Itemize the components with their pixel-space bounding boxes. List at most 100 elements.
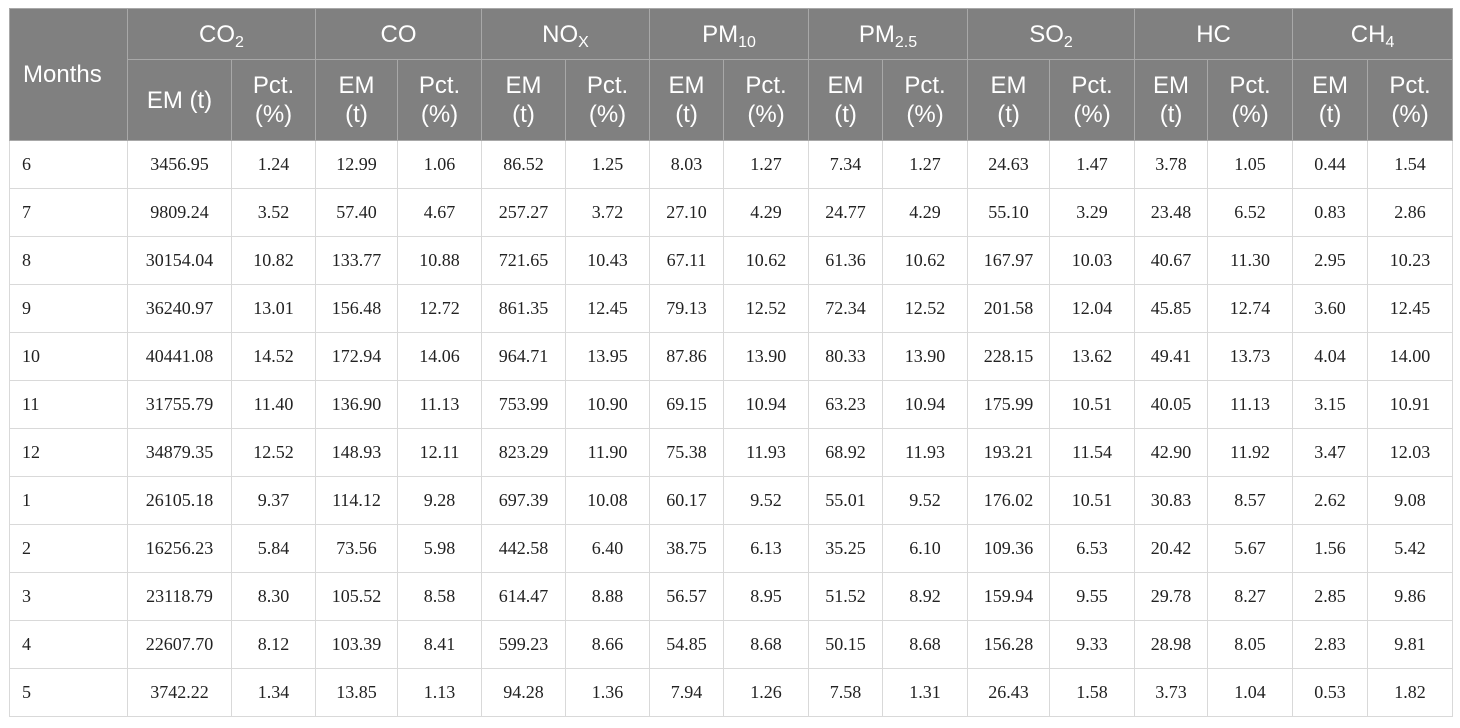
emission-value-cell: 148.93 (315, 428, 398, 477)
emission-value-cell: 79.13 (649, 284, 725, 333)
emission-value-cell: 167.97 (967, 236, 1051, 285)
emissions-table-container: Months CO2 CO NOX PM10 PM2.5 SO2 HC CH4 … (9, 8, 1454, 717)
emission-value-cell: 34879.35 (127, 428, 232, 477)
emission-value-cell: 2.62 (1292, 476, 1369, 525)
subheader-pct: Pct. (%) (1367, 59, 1454, 141)
emission-value-cell: 3456.95 (127, 140, 232, 189)
percentage-cell: 8.92 (882, 572, 969, 621)
emission-value-cell: 442.58 (481, 524, 566, 573)
percentage-cell: 9.81 (1367, 620, 1454, 669)
percentage-cell: 13.95 (564, 332, 651, 381)
percentage-cell: 5.84 (231, 524, 316, 573)
emission-value-cell: 94.28 (481, 668, 566, 717)
percentage-cell: 9.33 (1049, 620, 1136, 669)
percentage-cell: 8.27 (1207, 572, 1294, 621)
emission-value-cell: 136.90 (315, 380, 398, 429)
month-cell: 12 (9, 428, 128, 477)
pollutant-header-hc: HC (1134, 8, 1294, 60)
emission-value-cell: 56.57 (649, 572, 725, 621)
emission-value-cell: 3.15 (1292, 380, 1369, 429)
month-cell: 2 (9, 524, 128, 573)
emission-value-cell: 28.98 (1134, 620, 1209, 669)
emission-value-cell: 75.38 (649, 428, 725, 477)
month-cell: 5 (9, 668, 128, 717)
pollutant-header-row: Months CO2 CO NOX PM10 PM2.5 SO2 HC CH4 (9, 8, 1454, 141)
emission-value-cell: 55.10 (967, 188, 1051, 237)
emission-value-cell: 86.52 (481, 140, 566, 189)
month-cell: 8 (9, 236, 128, 285)
emission-value-cell: 3.60 (1292, 284, 1369, 333)
percentage-cell: 12.52 (882, 284, 969, 333)
emission-value-cell: 69.15 (649, 380, 725, 429)
emission-value-cell: 176.02 (967, 476, 1051, 525)
emission-value-cell: 42.90 (1134, 428, 1209, 477)
percentage-cell: 8.88 (564, 572, 651, 621)
percentage-cell: 14.00 (1367, 332, 1454, 381)
percentage-cell: 9.37 (231, 476, 316, 525)
emission-value-cell: 0.44 (1292, 140, 1369, 189)
percentage-cell: 6.40 (564, 524, 651, 573)
percentage-cell: 9.55 (1049, 572, 1136, 621)
percentage-cell: 1.58 (1049, 668, 1136, 717)
emission-value-cell: 721.65 (481, 236, 566, 285)
emission-value-cell: 26105.18 (127, 476, 232, 525)
emission-value-cell: 67.11 (649, 236, 725, 285)
emission-value-cell: 63.23 (808, 380, 884, 429)
month-cell: 4 (9, 620, 128, 669)
emission-value-cell: 109.36 (967, 524, 1051, 573)
percentage-cell: 5.42 (1367, 524, 1454, 573)
month-cell: 6 (9, 140, 128, 189)
emission-value-cell: 40.05 (1134, 380, 1209, 429)
emission-value-cell: 80.33 (808, 332, 884, 381)
pollutant-header-co2: CO2 (127, 8, 316, 60)
emission-value-cell: 23.48 (1134, 188, 1209, 237)
percentage-cell: 1.26 (723, 668, 810, 717)
percentage-cell: 9.86 (1367, 572, 1454, 621)
percentage-cell: 10.90 (564, 380, 651, 429)
emission-value-cell: 175.99 (967, 380, 1051, 429)
table-row: 10 40441.08 14.52 172.94 14.06 964.71 13.95 87.… (9, 332, 1454, 381)
percentage-cell: 1.34 (231, 668, 316, 717)
percentage-cell: 10.51 (1049, 476, 1136, 525)
percentage-cell: 12.11 (397, 428, 482, 477)
percentage-cell: 11.13 (397, 380, 482, 429)
percentage-cell: 5.67 (1207, 524, 1294, 573)
emission-value-cell: 7.58 (808, 668, 884, 717)
percentage-cell: 10.08 (564, 476, 651, 525)
percentage-cell: 3.72 (564, 188, 651, 237)
percentage-cell: 13.90 (723, 332, 810, 381)
subheader-em: EM (t) (1134, 59, 1209, 141)
emission-value-cell: 103.39 (315, 620, 398, 669)
emission-value-cell: 60.17 (649, 476, 725, 525)
percentage-cell: 8.05 (1207, 620, 1294, 669)
percentage-cell: 14.06 (397, 332, 482, 381)
table-row: 3 23118.79 8.30 105.52 8.58 614.47 8.88 56.57 8.… (9, 572, 1454, 621)
table-row: 6 3456.95 1.24 12.99 1.06 86.52 1.25 8.03 1.27 7.… (9, 140, 1454, 189)
percentage-cell: 11.90 (564, 428, 651, 477)
emission-value-cell: 4.04 (1292, 332, 1369, 381)
emission-value-cell: 9809.24 (127, 188, 232, 237)
percentage-cell: 9.52 (723, 476, 810, 525)
percentage-cell: 12.03 (1367, 428, 1454, 477)
emission-value-cell: 105.52 (315, 572, 398, 621)
emission-value-cell: 172.94 (315, 332, 398, 381)
emission-value-cell: 228.15 (967, 332, 1051, 381)
emission-value-cell: 23118.79 (127, 572, 232, 621)
percentage-cell: 12.45 (564, 284, 651, 333)
percentage-cell: 9.28 (397, 476, 482, 525)
table-header: Months CO2 CO NOX PM10 PM2.5 SO2 HC CH4 … (9, 8, 1454, 141)
emission-value-cell: 201.58 (967, 284, 1051, 333)
subheader-em: EM (t) (967, 59, 1051, 141)
emission-value-cell: 697.39 (481, 476, 566, 525)
emission-value-cell: 24.77 (808, 188, 884, 237)
emission-value-cell: 257.27 (481, 188, 566, 237)
percentage-cell: 10.94 (882, 380, 969, 429)
percentage-cell: 1.06 (397, 140, 482, 189)
percentage-cell: 8.30 (231, 572, 316, 621)
emission-value-cell: 45.85 (1134, 284, 1209, 333)
percentage-cell: 6.10 (882, 524, 969, 573)
subheader-pct: Pct. (%) (564, 59, 651, 141)
percentage-cell: 1.27 (723, 140, 810, 189)
months-header: Months (9, 8, 128, 141)
percentage-cell: 11.93 (723, 428, 810, 477)
